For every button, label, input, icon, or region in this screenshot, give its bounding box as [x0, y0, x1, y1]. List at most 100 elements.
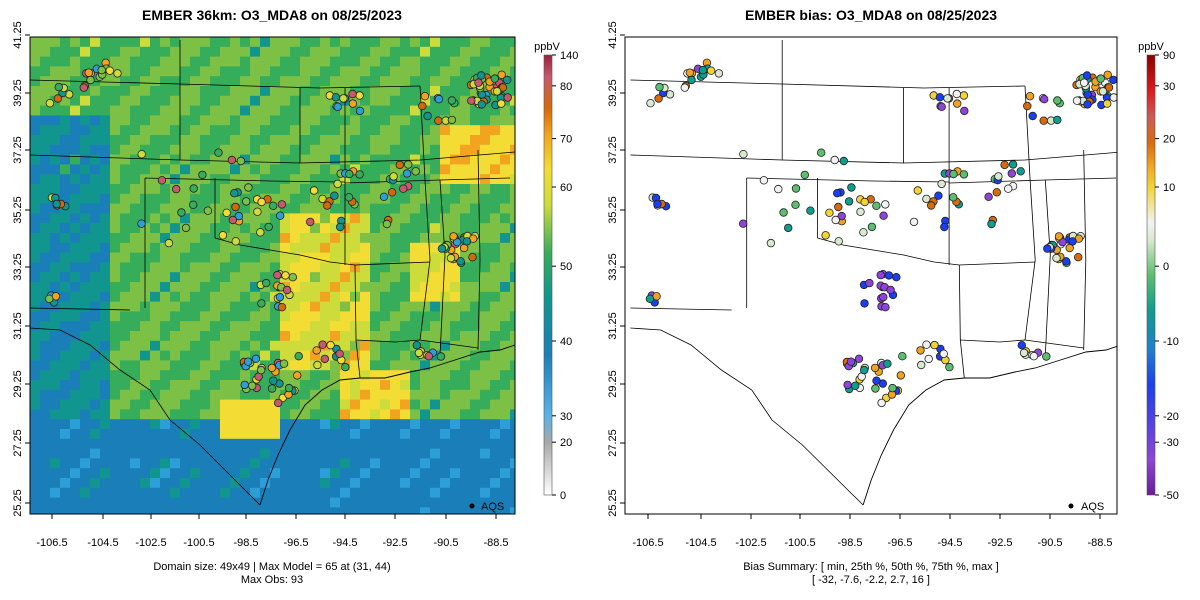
- field-cell: [130, 468, 141, 479]
- field-cell: [80, 223, 91, 234]
- field-cell: [280, 507, 291, 514]
- field-cell: [250, 282, 261, 293]
- field-cell: [110, 429, 121, 440]
- field-cell: [440, 135, 451, 146]
- field-cell: [160, 144, 171, 156]
- observation-point: [411, 167, 420, 176]
- field-cell: [290, 487, 301, 499]
- field-cell: [390, 56, 401, 67]
- field-cell: [250, 213, 261, 224]
- field-cell: [490, 144, 501, 156]
- field-cell: [500, 272, 511, 283]
- field-cell: [70, 331, 81, 342]
- field-cell: [130, 242, 141, 254]
- lon-tick-label: -102.5: [135, 537, 166, 549]
- field-cell: [130, 448, 141, 459]
- field-cell: [60, 311, 71, 322]
- field-cell: [120, 203, 131, 214]
- field-cell: [160, 76, 171, 87]
- field-cell: [150, 135, 161, 146]
- field-cell: [350, 76, 361, 87]
- field-cell: [30, 301, 41, 312]
- field-cell: [210, 487, 221, 499]
- field-cell: [400, 458, 411, 469]
- state-boundary: [1083, 149, 1087, 351]
- field-cell: [220, 282, 231, 293]
- field-cell: [130, 125, 141, 136]
- field-cell: [260, 86, 271, 97]
- field-cell: [410, 350, 421, 361]
- field-cell: [120, 105, 131, 116]
- field-cell: [200, 399, 211, 410]
- field-cell: [130, 262, 141, 273]
- field-cell: [80, 242, 91, 254]
- field-cell: [340, 458, 351, 469]
- field-cell: [210, 360, 221, 371]
- field-cell: [210, 448, 221, 459]
- field-cell: [300, 409, 311, 420]
- field-cell: [390, 37, 401, 48]
- field-cell: [70, 282, 81, 293]
- field-cell: [440, 282, 451, 293]
- field-cell: [310, 135, 321, 146]
- field-cell: [240, 174, 251, 185]
- field-cell: [370, 56, 381, 67]
- field-cell: [70, 399, 81, 410]
- field-cell: [110, 86, 121, 97]
- state-boundary: [1024, 85, 1036, 341]
- field-cell: [30, 350, 41, 361]
- field-cell: [330, 478, 341, 489]
- observation-point: [344, 193, 354, 202]
- field-cell: [90, 311, 101, 322]
- field-cell: [390, 360, 401, 371]
- bias-point: [834, 202, 843, 212]
- field-cell: [510, 174, 515, 185]
- field-cell: [160, 46, 171, 58]
- field-cell: [180, 262, 191, 273]
- observation-point: [335, 349, 344, 358]
- observation-point: [230, 188, 239, 198]
- field-cell: [450, 468, 461, 479]
- field-cell: [150, 37, 161, 48]
- field-cell: [300, 370, 311, 381]
- field-cell: [40, 429, 51, 440]
- field-cell: [470, 193, 481, 205]
- field-cell: [500, 203, 511, 214]
- field-cell: [410, 105, 421, 116]
- field-cell: [100, 76, 111, 87]
- field-cell: [70, 272, 81, 283]
- field-cell: [210, 272, 221, 283]
- field-cell: [330, 419, 341, 430]
- field-cell: [460, 105, 471, 116]
- field-cell: [220, 144, 231, 156]
- field-cell: [380, 184, 391, 195]
- bias-point: [1029, 352, 1039, 361]
- field-cell: [100, 331, 111, 342]
- field-cell: [440, 340, 451, 352]
- field-cell: [440, 46, 451, 58]
- field-cell: [450, 389, 461, 401]
- field-cell: [300, 458, 311, 469]
- bias-point: [898, 352, 907, 361]
- field-cell: [190, 242, 201, 254]
- field-cell: [510, 66, 515, 77]
- field-cell: [410, 37, 421, 48]
- field-cell: [140, 419, 151, 430]
- observation-point: [320, 354, 329, 364]
- field-cell: [320, 66, 331, 77]
- bias-point: [888, 383, 897, 393]
- field-cell: [390, 252, 401, 263]
- observation-point: [497, 70, 506, 79]
- field-cell: [270, 409, 281, 420]
- field-cell: [300, 125, 311, 136]
- field-cell: [290, 164, 301, 175]
- field-cell: [100, 46, 111, 58]
- field-cell: [170, 242, 181, 254]
- bias-point: [1016, 167, 1025, 176]
- field-cell: [230, 37, 241, 48]
- field-cell: [400, 95, 411, 107]
- field-cell: [480, 478, 491, 489]
- field-cell: [50, 487, 61, 499]
- field-cell: [370, 233, 381, 244]
- field-cell: [40, 272, 51, 283]
